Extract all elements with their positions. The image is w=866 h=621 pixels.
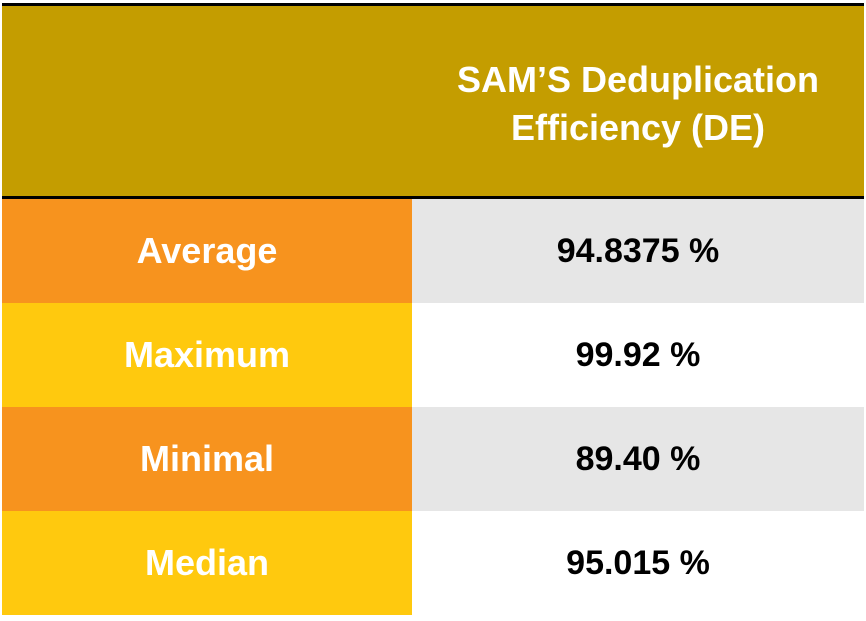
row-value-maximum: 99.92 %	[412, 303, 864, 407]
column-header-line-1: SAM’S Deduplication	[456, 59, 820, 101]
column-header-line-2: Efficiency (DE)	[510, 107, 766, 148]
column-header-de: SAM’S Deduplication Efficiency (DE)	[412, 6, 864, 196]
table-header-row: SAM’S Deduplication Efficiency (DE)	[2, 6, 864, 199]
row-label-median: Median	[2, 511, 412, 615]
table-row-maximum: Maximum 99.92 %	[2, 303, 864, 407]
row-value-median: 95.015 %	[412, 511, 864, 615]
row-label-minimal: Minimal	[2, 407, 412, 511]
table-row-minimal: Minimal 89.40 %	[2, 407, 864, 511]
table-row-average: Average 94.8375 %	[2, 199, 864, 303]
header-corner-cell	[2, 6, 412, 196]
deduplication-efficiency-table: SAM’S Deduplication Efficiency (DE) Aver…	[2, 3, 864, 615]
row-value-minimal: 89.40 %	[412, 407, 864, 511]
table-row-median: Median 95.015 %	[2, 511, 864, 615]
row-label-maximum: Maximum	[2, 303, 412, 407]
row-value-average: 94.8375 %	[412, 199, 864, 303]
row-label-average: Average	[2, 199, 412, 303]
